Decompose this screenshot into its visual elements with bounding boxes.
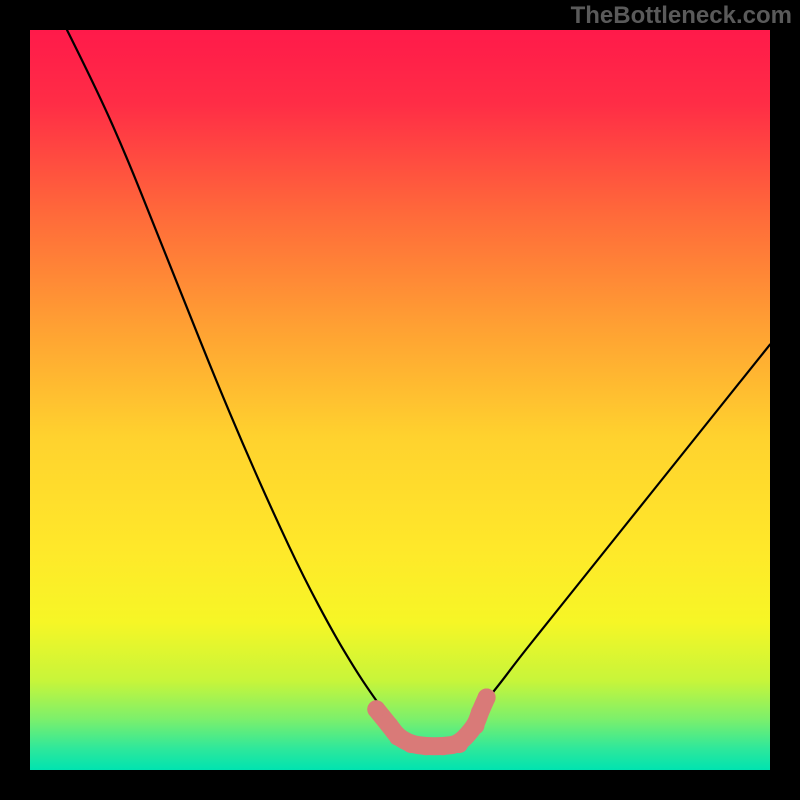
curve-group	[67, 30, 770, 755]
chart-stage: TheBottleneck.com	[0, 0, 800, 800]
highlight-dot	[367, 700, 385, 718]
highlight-dot	[450, 735, 468, 753]
highlight-dot	[434, 737, 452, 755]
watermark-text: TheBottleneck.com	[571, 2, 792, 30]
curves-svg	[0, 0, 800, 800]
left-curve	[67, 30, 384, 711]
highlight-dot	[478, 689, 496, 707]
highlight-dot	[417, 737, 435, 755]
right-curve	[478, 345, 770, 711]
